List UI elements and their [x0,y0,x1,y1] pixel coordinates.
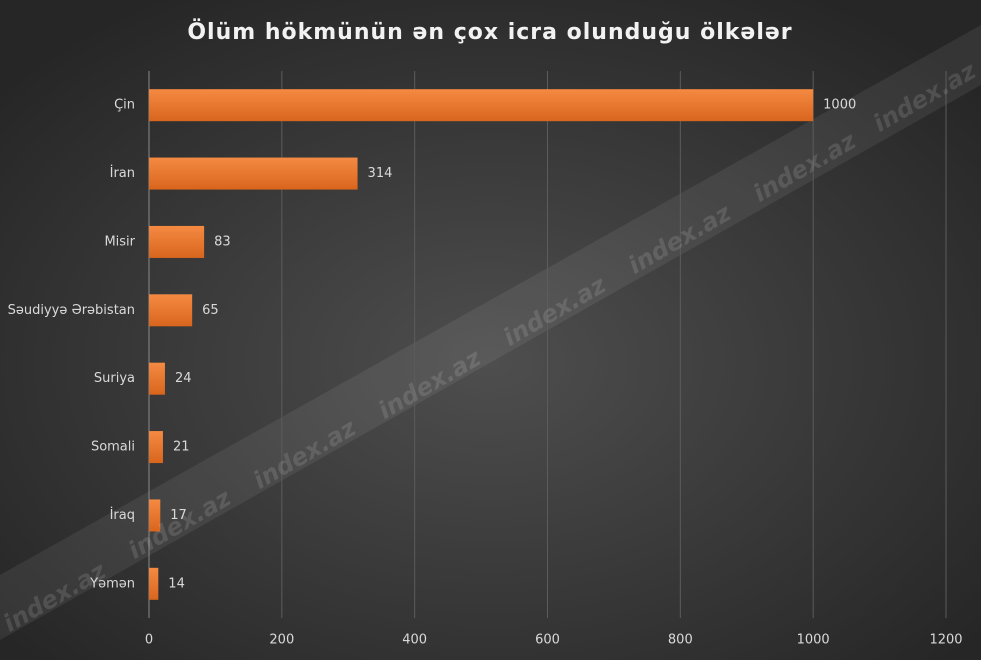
y-tick-label: İran [110,165,135,181]
x-tick-label: 800 [668,633,693,648]
value-label: 14 [168,576,185,591]
bar [149,362,165,395]
x-tick-label: 200 [269,633,294,648]
x-tick-label: 600 [535,633,560,648]
value-label: 65 [202,303,219,318]
y-tick-label: Misir [104,234,135,249]
value-label: 1000 [823,98,856,113]
x-tick-label: 0 [145,633,153,648]
bar [149,294,193,327]
y-tick-label: Səudiyyə Ərəbistan [8,303,135,318]
bar [149,225,205,258]
value-label: 24 [175,371,192,386]
bar [149,89,814,122]
x-tick-label: 1200 [929,633,962,648]
value-label: 314 [368,166,393,181]
bar [149,157,358,190]
bar [149,499,161,532]
x-tick-label: 400 [402,633,427,648]
bar [149,431,163,464]
x-tick-label: 1000 [797,633,830,648]
y-tick-label: Somali [91,440,135,455]
value-label: 83 [214,234,231,249]
bar [149,567,159,600]
chart-title: Ölüm hökmünün ən çox icra olunduğu ölkəl… [187,19,792,45]
value-label: 21 [173,440,190,455]
y-tick-label: Çin [114,98,135,113]
y-tick-label: İraq [110,507,135,523]
value-label: 17 [170,508,187,523]
y-tick-label: Suriya [94,371,135,386]
y-tick-label: Yəmən [89,576,135,591]
watermark-band [0,25,981,640]
